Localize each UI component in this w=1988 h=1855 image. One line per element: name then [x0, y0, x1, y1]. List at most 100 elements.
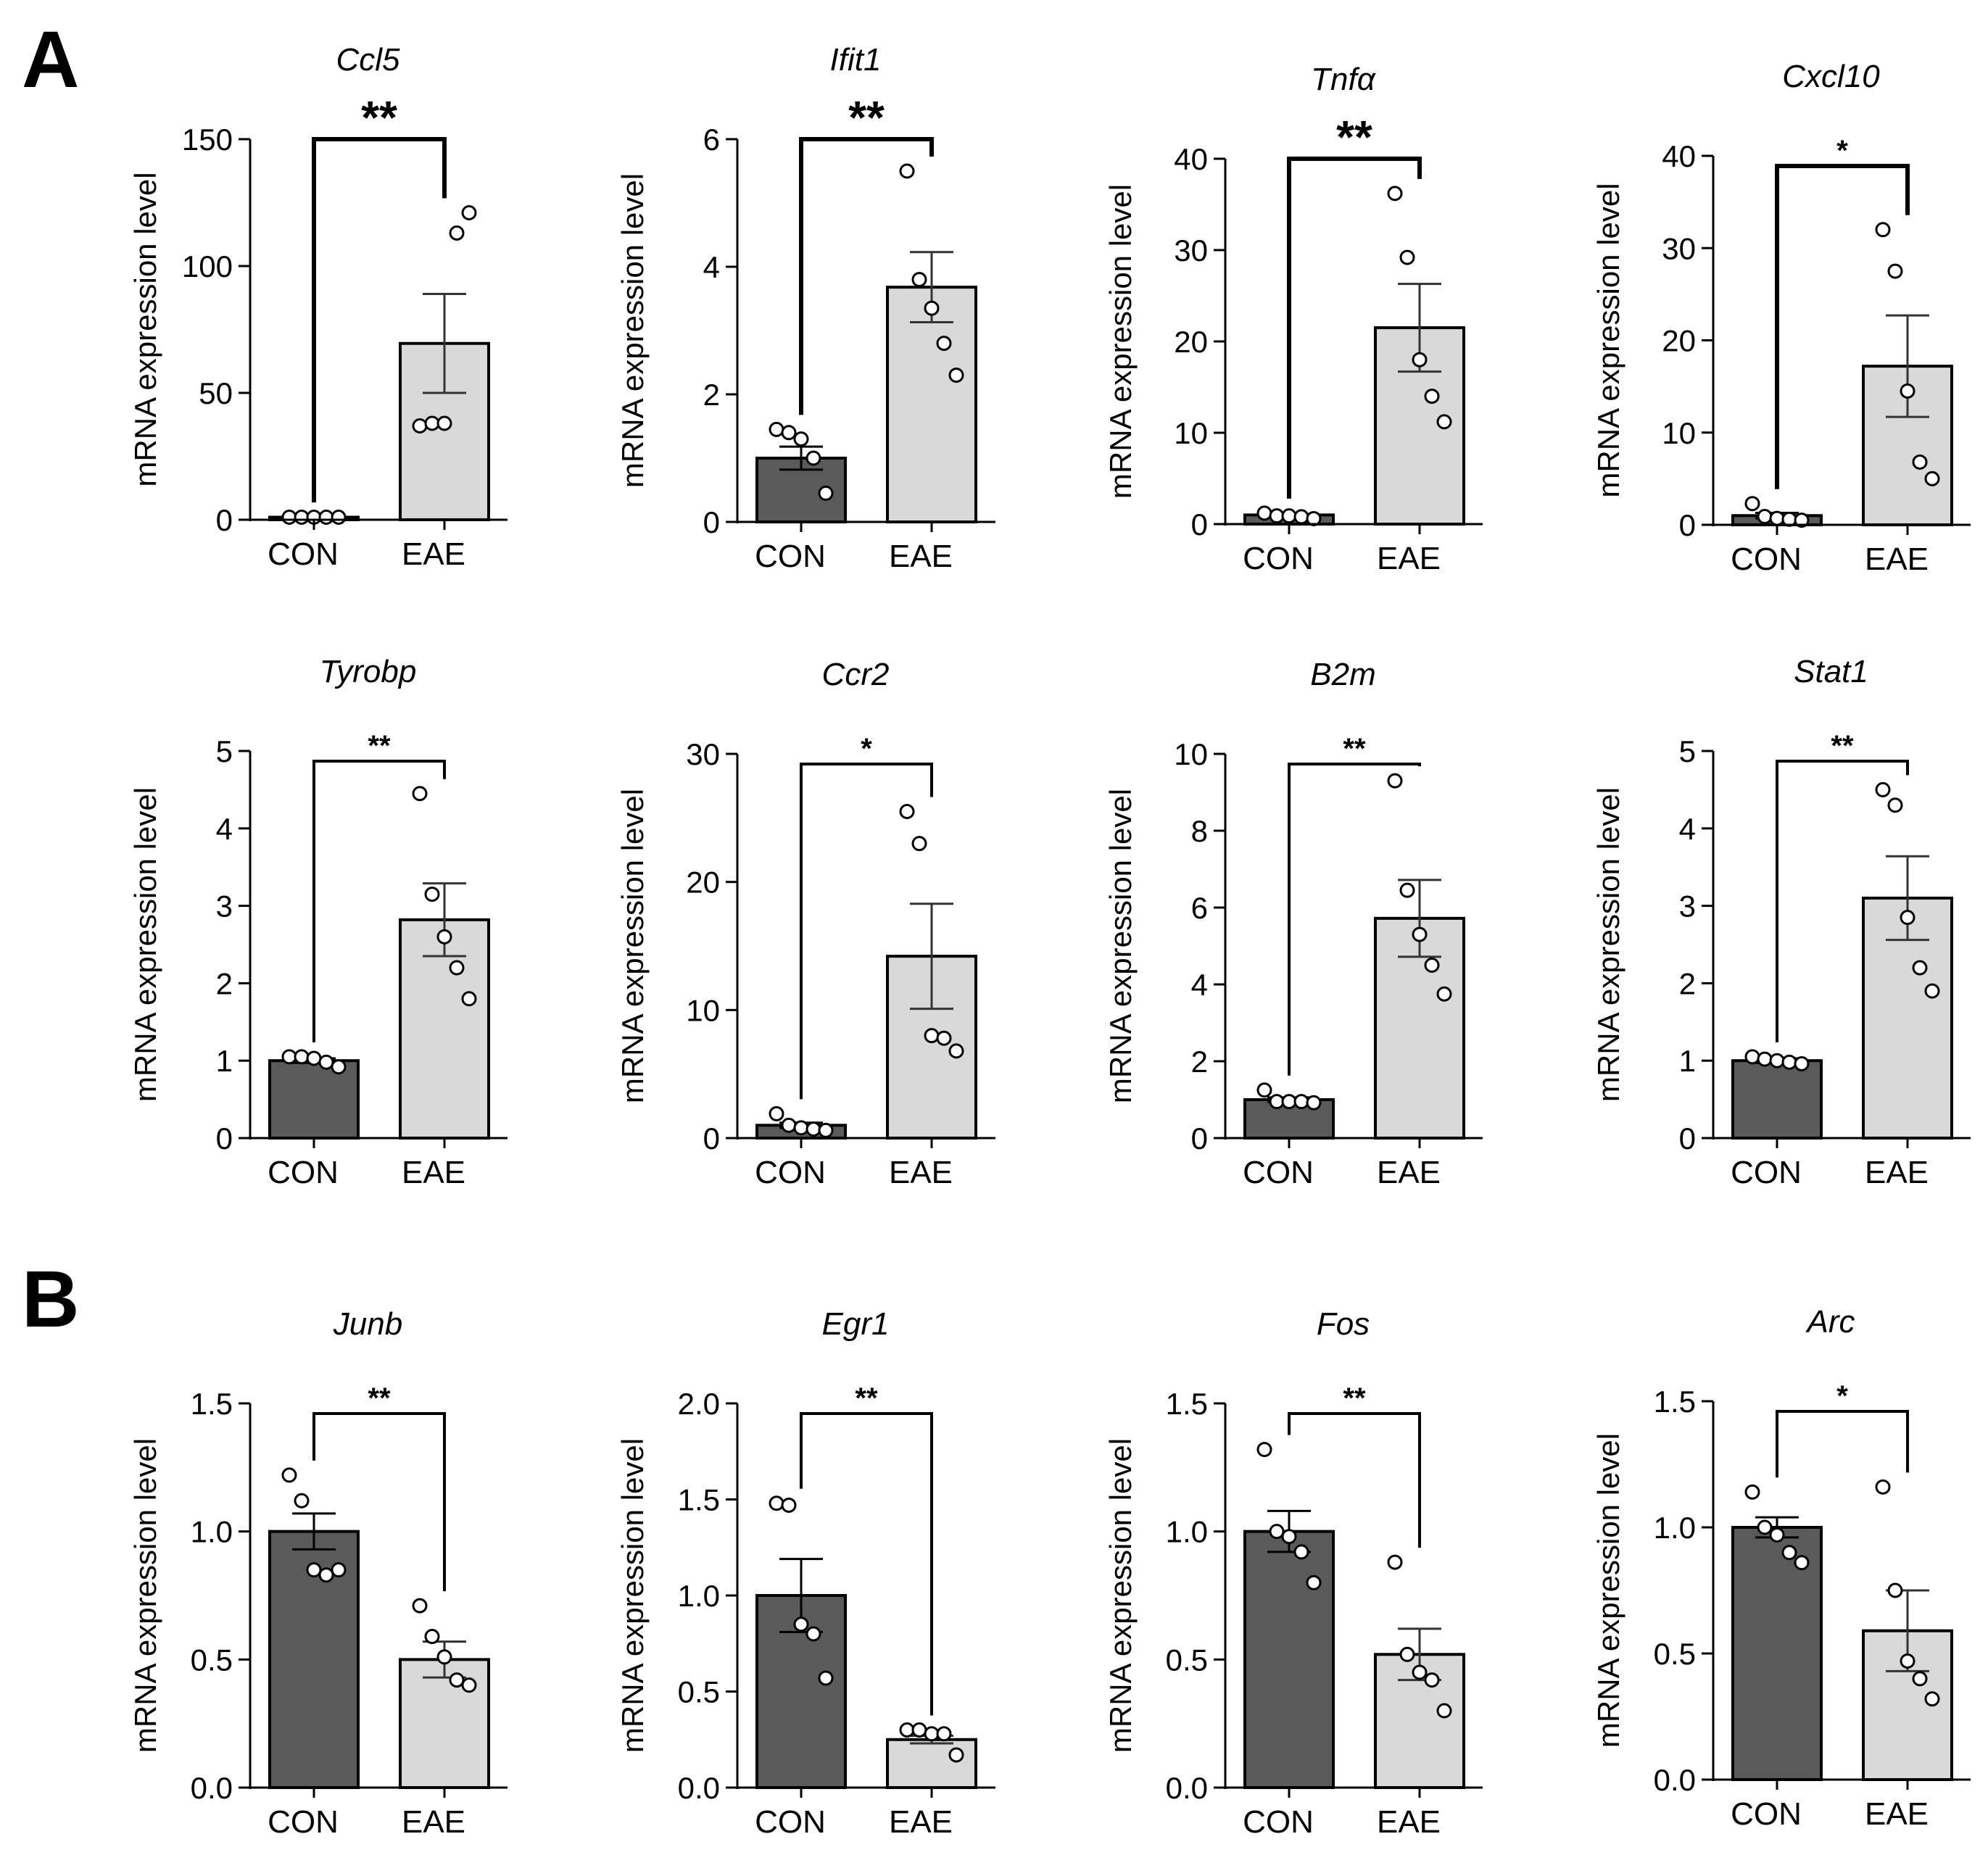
- x-tick-label-eae-tnf-: EAE: [1377, 541, 1441, 576]
- panel-letter-a: A: [22, 15, 79, 104]
- significance-marker-ccl5: **: [361, 91, 397, 144]
- y-tick-label-fos: 1.5: [1166, 1387, 1208, 1421]
- bracket-line: [1288, 763, 1421, 1076]
- significance-marker-stat1: **: [1831, 730, 1854, 762]
- data-point-eae-cxcl10: [1900, 383, 1915, 399]
- data-point-eae-tnf-: [1436, 414, 1452, 430]
- x-tick-label-eae-tyrobp: EAE: [402, 1155, 465, 1190]
- y-tick-label-stat1: 3: [1679, 889, 1696, 924]
- data-point-con-egr1: [818, 1670, 834, 1686]
- data-point-eae-b2m: [1436, 986, 1452, 1002]
- significance-bracket-b2m: [1288, 763, 1421, 1076]
- x-tick-label-con-fos: CON: [1243, 1804, 1314, 1840]
- data-point-con-ccr2: [781, 1117, 797, 1133]
- bracket-line: [1288, 1412, 1421, 1548]
- data-point-eae-fos: [1387, 1554, 1403, 1570]
- data-point-eae-fos: [1399, 1646, 1415, 1662]
- data-point-con-b2m: [1293, 1094, 1309, 1110]
- data-point-con-junb: [294, 1493, 310, 1509]
- data-point-eae-junb: [424, 1629, 440, 1645]
- data-point-con-tnf-: [1293, 509, 1309, 525]
- data-point-con-egr1: [781, 1497, 797, 1513]
- data-point-eae-b2m: [1399, 882, 1415, 898]
- error-bar-con-ifit1: [779, 445, 823, 471]
- y-tick-label-egr1: 1.5: [678, 1483, 720, 1517]
- y-axis-label-egr1: mRNA expression level: [616, 1438, 650, 1753]
- data-point-eae-ifit1: [924, 300, 940, 316]
- y-axis-label-b2m: mRNA expression level: [1103, 789, 1138, 1103]
- significance-marker-junb: **: [368, 1382, 391, 1414]
- x-tick-label-eae-fos: EAE: [1377, 1804, 1441, 1840]
- significance-marker-cxcl10: *: [1836, 135, 1848, 167]
- x-tick-label-eae-cxcl10: EAE: [1865, 541, 1929, 577]
- data-point-con-arc: [1794, 1555, 1810, 1571]
- x-tick-label-con-ccl5: CON: [268, 536, 339, 572]
- data-point-con-fos: [1293, 1544, 1309, 1560]
- chart-ccr2: Ccr2 mRNA expression level 0 10 20 30 CON EAE *: [616, 657, 995, 1190]
- data-point-eae-fos: [1412, 1664, 1428, 1680]
- data-point-con-tyrobp: [306, 1050, 322, 1066]
- data-point-con-cxcl10: [1794, 512, 1810, 528]
- data-point-con-ccr2: [769, 1105, 784, 1121]
- y-tick-label-ccl5: 0: [216, 503, 233, 537]
- significance-marker-ccr2: *: [861, 733, 872, 765]
- data-point-eae-junb: [449, 1672, 465, 1688]
- x-tick-label-con-stat1: CON: [1731, 1155, 1802, 1190]
- chart-title-tnf-: Tnfα: [1311, 62, 1377, 97]
- x-tick-label-eae-ccr2: EAE: [889, 1155, 953, 1190]
- data-point-eae-stat1: [1875, 781, 1891, 797]
- chart-title-cxcl10: Cxcl10: [1782, 59, 1880, 94]
- data-point-eae-ccl5: [412, 418, 428, 433]
- data-point-eae-b2m: [1412, 926, 1428, 942]
- y-tick-label-fos: 0.5: [1166, 1643, 1208, 1677]
- y-tick-label-b2m: 2: [1191, 1045, 1208, 1079]
- data-point-eae-ccr2: [948, 1043, 964, 1059]
- data-point-eae-ccr2: [924, 1028, 940, 1044]
- chart-tnf-: Tnfα mRNA expression level 0 10 20 30 40 CON EAE…: [1103, 62, 1483, 576]
- significance-bracket-tnf-: [1287, 157, 1422, 499]
- data-point-con-fos: [1306, 1574, 1322, 1590]
- data-point-con-stat1: [1769, 1053, 1785, 1068]
- data-point-eae-b2m: [1387, 773, 1403, 789]
- bar-con-stat1: [1731, 1059, 1823, 1140]
- error-bar-eae-stat1: [1886, 855, 1929, 942]
- chart-ifit1: Ifit1 mRNA expression level 0 2 4 6 CON EAE **: [616, 42, 995, 574]
- y-tick-label-egr1: 1.0: [678, 1579, 720, 1613]
- y-tick-label-ifit1: 4: [703, 250, 720, 284]
- data-point-eae-junb: [436, 1649, 452, 1665]
- data-point-con-egr1: [793, 1617, 809, 1632]
- y-tick-label-tyrobp: 0: [216, 1121, 233, 1155]
- data-point-con-cxcl10: [1757, 509, 1773, 525]
- data-point-con-arc: [1744, 1484, 1760, 1500]
- data-point-eae-arc: [1900, 1653, 1915, 1669]
- x-tick-label-con-tnf-: CON: [1243, 541, 1314, 576]
- y-axis-label-stat1: mRNA expression level: [1591, 787, 1625, 1102]
- data-point-con-tyrobp: [294, 1049, 310, 1065]
- y-tick-label-ifit1: 2: [703, 378, 720, 412]
- y-tick-label-ccl5: 100: [182, 249, 233, 283]
- data-point-eae-tyrobp: [412, 786, 428, 802]
- data-point-eae-stat1: [1924, 983, 1940, 999]
- data-point-con-egr1: [805, 1626, 821, 1642]
- y-tick-label-tyrobp: 1: [216, 1044, 233, 1078]
- y-tick-label-ifit1: 0: [703, 505, 720, 539]
- bracket-line: [1775, 164, 1910, 489]
- data-point-eae-stat1: [1900, 910, 1915, 926]
- y-tick-label-ccr2: 0: [703, 1121, 720, 1155]
- data-point-eae-cxcl10: [1887, 263, 1903, 279]
- data-point-con-arc: [1781, 1545, 1797, 1561]
- x-tick-label-eae-arc: EAE: [1865, 1796, 1929, 1832]
- data-point-con-cxcl10: [1769, 510, 1785, 526]
- y-tick-label-arc: 0.0: [1654, 1763, 1696, 1797]
- y-tick-label-stat1: 5: [1679, 734, 1696, 768]
- data-point-con-b2m: [1281, 1094, 1297, 1110]
- x-tick-label-con-arc: CON: [1731, 1796, 1802, 1832]
- data-point-eae-ccr2: [936, 1030, 952, 1046]
- bar-eae-junb: [399, 1658, 490, 1789]
- data-point-con-egr1: [769, 1495, 784, 1511]
- x-tick-label-con-b2m: CON: [1243, 1155, 1314, 1190]
- y-axis-label-ccr2: mRNA expression level: [616, 789, 650, 1103]
- y-tick-label-tnf-: 0: [1191, 507, 1208, 541]
